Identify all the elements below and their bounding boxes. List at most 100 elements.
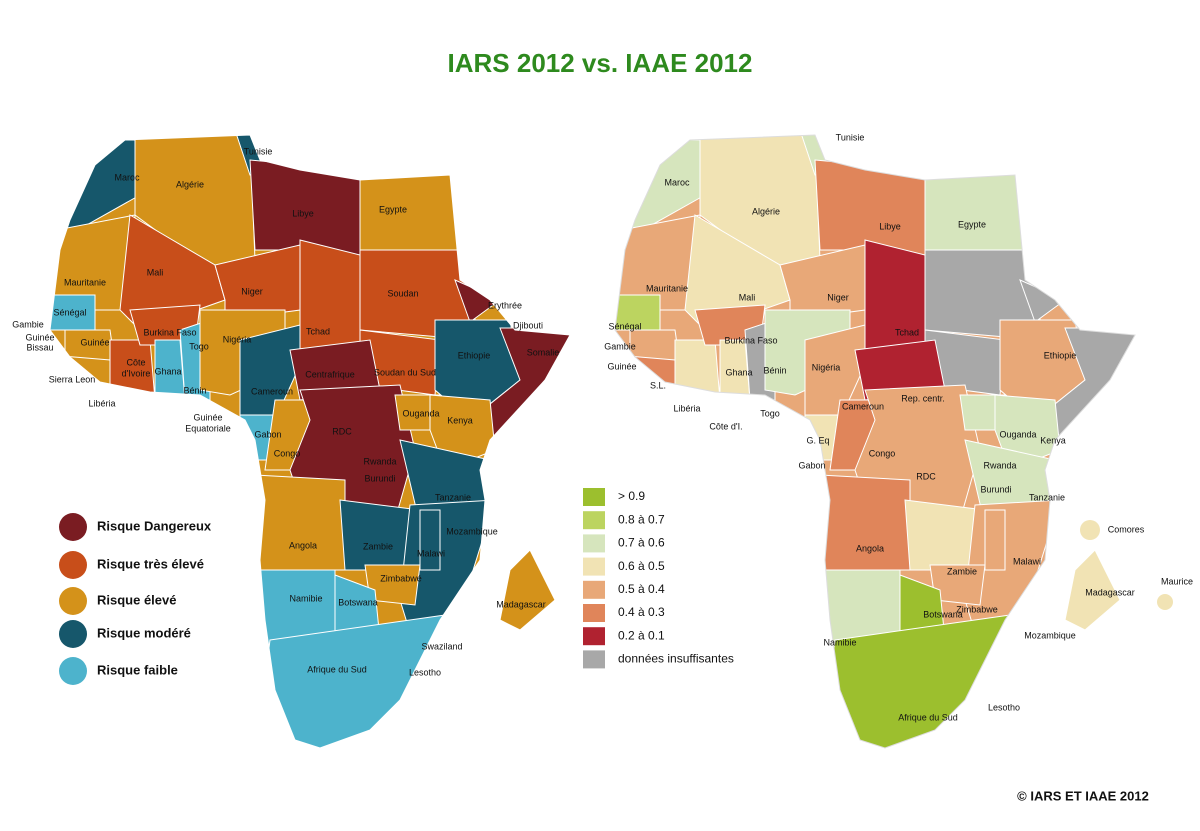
country-label: Maroc [664, 177, 690, 187]
country-label: RDC [332, 426, 352, 436]
country-label: Zimbabwé [380, 573, 422, 583]
country [984, 509, 1006, 571]
country-label: Ouganda [402, 408, 439, 418]
legend-swatch [59, 513, 87, 541]
country-label: Maurice [1161, 576, 1193, 586]
country-label: Sénégal [53, 307, 86, 317]
country-label: Gambie [604, 341, 636, 351]
country-label: Burundi [980, 484, 1011, 494]
country-label: Burkina Faso [724, 335, 777, 345]
country-label: Ethiopie [458, 350, 491, 360]
country-label: Cameroun [251, 386, 293, 396]
country-label: Guinée [193, 412, 222, 422]
country-label: Afrique du Sud [307, 664, 367, 674]
legend-swatch [59, 657, 87, 685]
map-regions [50, 135, 570, 748]
country-label: Lesotho [988, 702, 1020, 712]
country-label: Centrafrique [305, 369, 355, 379]
legend-label: 0.8 à 0.7 [618, 512, 665, 526]
country [419, 509, 441, 571]
country-label: Zambie [363, 541, 393, 551]
country-label: Ghana [725, 367, 752, 377]
country-label: Togo [189, 341, 209, 351]
country-label: Nigéria [223, 334, 252, 344]
legend-label: Risque Dangereux [97, 518, 212, 533]
country-label: Burkina Faso [143, 327, 196, 337]
country-label: G. Eq [806, 435, 829, 445]
madagascar [1064, 549, 1121, 631]
legend-swatch [583, 604, 605, 622]
country-label: Algérie [176, 179, 204, 189]
legend-label: Risque élevé [97, 592, 177, 607]
country-label: Libéria [673, 403, 700, 413]
country-label: Swaziland [421, 641, 462, 651]
country-label: Bissau [26, 342, 53, 352]
country-label: Rep. centr. [901, 393, 945, 403]
legend-swatch [583, 534, 605, 553]
country-label: Ethiopie [1044, 350, 1077, 360]
country-label: Tunisie [836, 132, 865, 142]
copyright: © IARS ET IAAE 2012 [1017, 788, 1149, 803]
country-label: Malawi [1013, 556, 1041, 566]
country-label: Sierra Leon [49, 374, 96, 384]
country-label: Bénin [183, 385, 206, 395]
country-label: Malawi [417, 548, 445, 558]
country-label: Tunisie [244, 146, 273, 156]
country-label: Somalie [527, 347, 560, 357]
country-label: Rwanda [983, 460, 1016, 470]
country-label: Niger [827, 292, 849, 302]
legend-swatch [59, 551, 87, 579]
country-label: Egypte [958, 219, 986, 229]
legend-label: 0.7 à 0.6 [618, 536, 665, 550]
country-label: Angola [289, 540, 317, 550]
legend-swatch [59, 620, 87, 648]
madagascar [499, 549, 556, 631]
country-label: Mali [739, 292, 756, 302]
country-label: Comores [1108, 524, 1145, 534]
country [239, 324, 301, 421]
country-label: Mozambique [1024, 630, 1076, 640]
country-label: d'Ivoire [122, 368, 151, 378]
country-label: Madagascar [1085, 587, 1135, 597]
country-label: Gambie [12, 319, 44, 329]
country-label: Guinée [25, 332, 54, 342]
country-label: Tchad [895, 327, 919, 337]
country-label: Gabon [798, 460, 825, 470]
country-label: Gabon [254, 429, 281, 439]
country-label: Sénégal [608, 321, 641, 331]
country-label: Libéria [88, 398, 115, 408]
country-label: Lesotho [409, 667, 441, 677]
legend-swatch [583, 627, 605, 646]
country [819, 474, 911, 571]
country-label: Zimbabwe [956, 604, 998, 614]
maurice [1157, 594, 1173, 610]
legend-label: 0.4 à 0.3 [618, 605, 665, 619]
country-label: Equatoriale [185, 423, 231, 433]
country-label: Ouganda [999, 429, 1036, 439]
legend-label: données insuffisantes [618, 652, 734, 666]
country-label: Mali [147, 267, 164, 277]
legend-label: Risque modéré [97, 625, 191, 640]
country-label: Zambie [947, 566, 977, 576]
country-label: Tanzanie [1029, 492, 1065, 502]
legend-swatch [583, 488, 605, 506]
legend-label: 0.5 à 0.4 [618, 582, 665, 596]
legend-swatch [583, 580, 605, 599]
country-label: Bénin [763, 365, 786, 375]
country-label: Côte [126, 357, 145, 367]
legend-swatch [583, 511, 605, 530]
country-label: Kenya [447, 415, 473, 425]
country-label: Niger [241, 286, 263, 296]
labels: Maroc Tunisie Algérie Libye Egypte Mauritanie… [12, 132, 1193, 722]
country-label: RDC [916, 471, 936, 481]
left-map [49, 134, 571, 749]
legend-swatch [59, 587, 87, 615]
country-label: Tchad [306, 326, 330, 336]
comores [1080, 520, 1100, 540]
legend-label: 0.2 à 0.1 [618, 628, 665, 642]
country-label: Rwanda [363, 456, 396, 466]
country-label: Guinée [80, 337, 109, 347]
country-label: Madagascar [496, 599, 546, 609]
legend-swatch [583, 557, 605, 576]
